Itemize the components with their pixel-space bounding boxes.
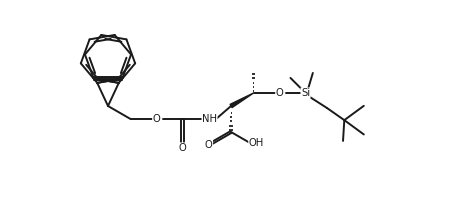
Polygon shape xyxy=(230,93,253,108)
Text: O: O xyxy=(205,140,212,150)
Text: OH: OH xyxy=(249,139,264,149)
Text: Si: Si xyxy=(301,88,310,98)
Text: NH: NH xyxy=(202,114,217,124)
Text: O: O xyxy=(179,143,187,153)
Text: O: O xyxy=(276,88,283,98)
Text: O: O xyxy=(153,114,160,124)
